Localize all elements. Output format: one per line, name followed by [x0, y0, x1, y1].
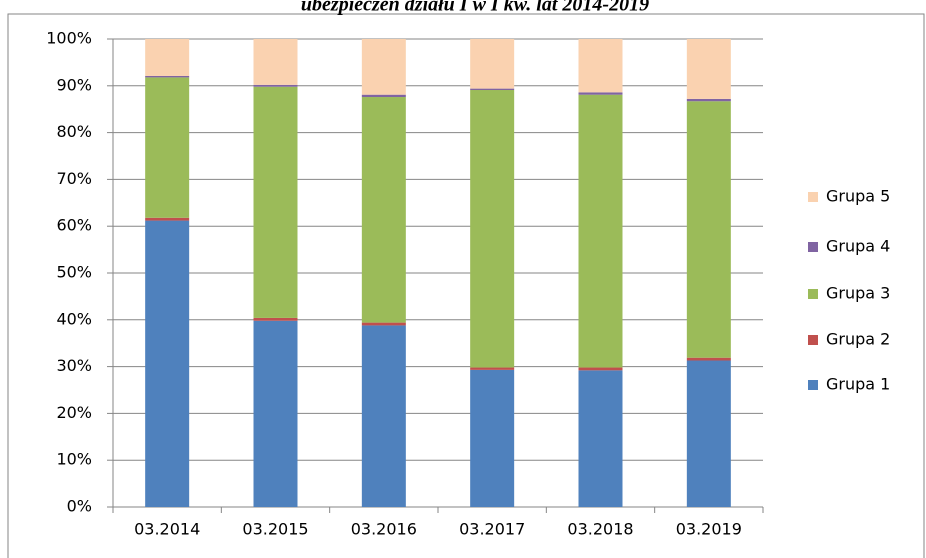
y-tick-label: 30% [56, 356, 92, 375]
bar-segment [145, 77, 190, 218]
bar-segment [470, 369, 515, 507]
legend-label: Grupa 3 [826, 284, 890, 303]
y-tick-label: 70% [56, 169, 92, 188]
legend-swatch [808, 192, 818, 202]
x-tick-label: 03.2014 [134, 520, 200, 539]
bar-segment [470, 90, 515, 368]
bar-segment [145, 217, 190, 221]
x-tick-label: 03.2018 [567, 520, 633, 539]
y-tick-label: 20% [56, 403, 92, 422]
bar-segment [361, 97, 406, 323]
y-tick-label: 100% [46, 29, 92, 48]
bar-segment [686, 101, 731, 358]
y-tick-label: 60% [56, 216, 92, 235]
y-tick-label: 50% [56, 263, 92, 282]
bar-segment [253, 39, 298, 85]
y-tick-label: 0% [67, 497, 92, 516]
y-tick-label: 10% [56, 450, 92, 469]
legend-label: Grupa 4 [826, 237, 890, 256]
y-tick-label: 80% [56, 122, 92, 141]
bar-segment [253, 84, 298, 87]
x-tick-label: 03.2017 [459, 520, 525, 539]
bar-segment [361, 325, 406, 507]
bar-segment [578, 370, 623, 507]
bar-segment [145, 75, 190, 78]
bar-segment [253, 320, 298, 507]
bar-segment [253, 317, 298, 321]
bar-segment [578, 92, 623, 95]
y-tick-label: 90% [56, 75, 92, 94]
bar-segment [578, 367, 623, 371]
bar-segment [145, 39, 190, 76]
bar-segment [145, 220, 190, 508]
legend-label: Grupa 2 [826, 330, 890, 349]
bar-segment [578, 39, 623, 93]
bar-segment [361, 322, 406, 326]
y-tick-label: 40% [56, 309, 92, 328]
legend-label: Grupa 5 [826, 187, 890, 206]
legend-label: Grupa 1 [826, 375, 890, 394]
bar-segment [361, 94, 406, 98]
bar-segment [686, 98, 731, 102]
bar-segment [578, 94, 623, 368]
bar-segment [686, 360, 731, 507]
x-tick-label: 03.2016 [351, 520, 417, 539]
bar-segment [686, 39, 731, 99]
legend-swatch [808, 380, 818, 390]
legend-swatch [808, 242, 818, 252]
bar-segment [470, 88, 515, 91]
x-tick-label: 03.2019 [676, 520, 742, 539]
legend-swatch [808, 335, 818, 345]
chart-title: ubezpieczeń działu I w I kw. lat 2014-20… [301, 0, 649, 16]
x-tick-label: 03.2015 [242, 520, 308, 539]
legend-swatch [808, 289, 818, 299]
bar-segment [253, 86, 298, 318]
bar-segment [361, 39, 406, 95]
bar-segment [686, 357, 731, 361]
bar-segment [470, 367, 515, 370]
bar-segment [470, 39, 515, 89]
